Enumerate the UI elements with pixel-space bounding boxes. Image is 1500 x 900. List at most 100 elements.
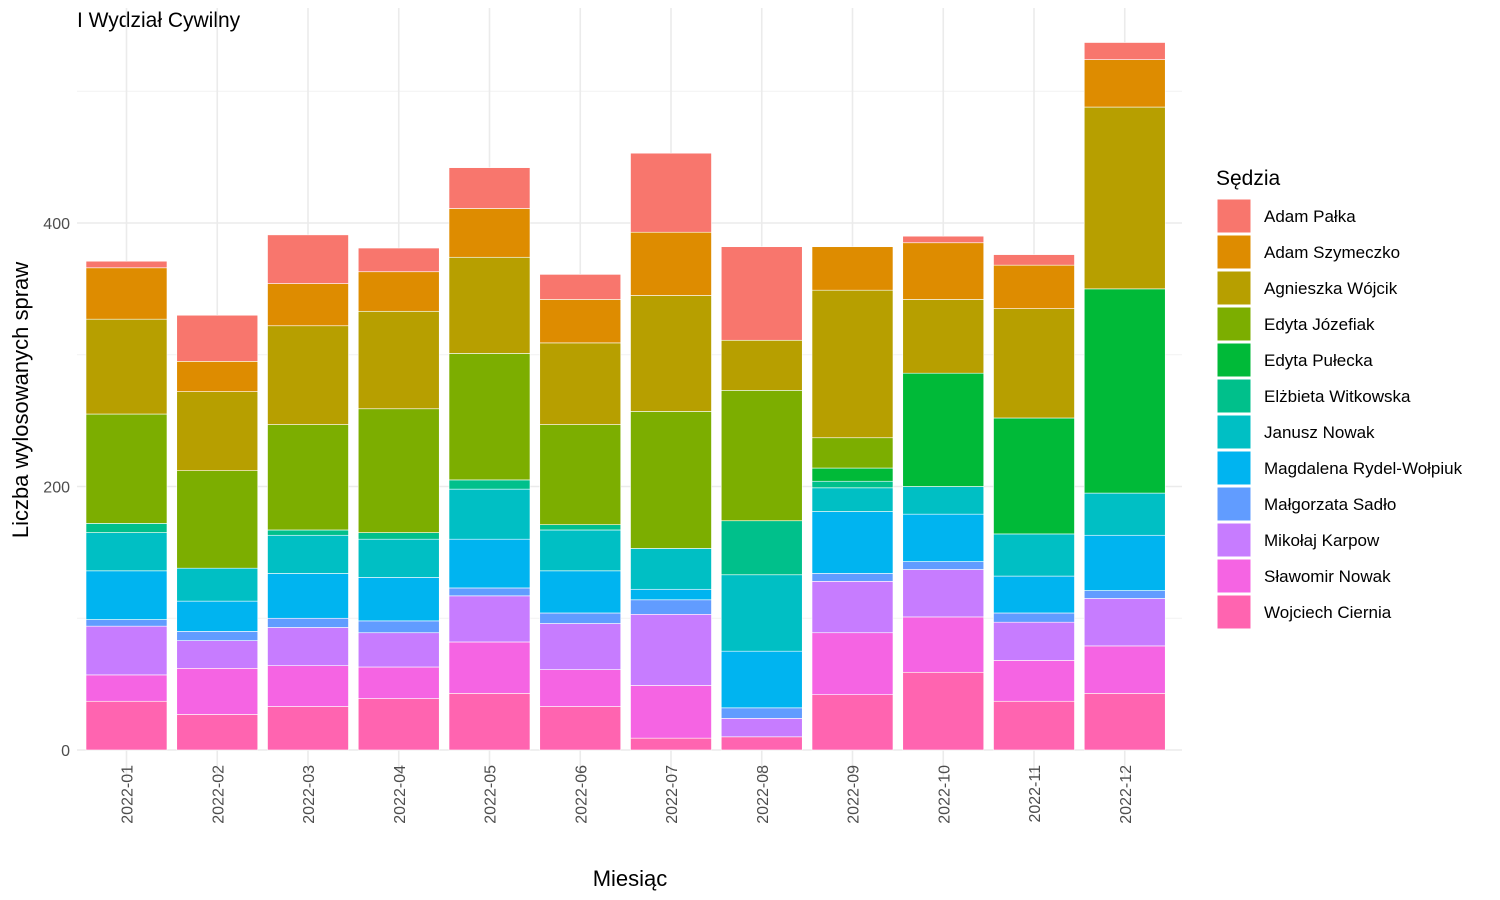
bar-segment-2022-09-9 <box>811 581 894 634</box>
bar-segment-2022-09-8 <box>811 573 894 582</box>
x-tick-label: 2022-10 <box>936 765 953 824</box>
bar-segment-2022-04-0 <box>357 247 440 273</box>
bar-segment-2022-07-10 <box>630 685 712 739</box>
legend-key <box>1216 270 1252 306</box>
bar-segment-2022-02-8 <box>176 631 259 641</box>
bar-segment-2022-04-6 <box>357 538 440 578</box>
bar-segment-2022-05-5 <box>448 479 531 490</box>
bar-segment-2022-01-8 <box>85 619 168 627</box>
bar-segment-2022-03-2 <box>267 325 349 425</box>
bar-segment-2022-10-8 <box>902 561 985 570</box>
bar-segment-2022-10-6 <box>902 486 985 515</box>
legend-label: Magdalena Rydel-Wołpiuk <box>1264 459 1463 478</box>
bar-segment-2022-10-10 <box>902 616 985 673</box>
bar-segment-2022-07-6 <box>630 548 712 590</box>
bar-segment-2022-11-11 <box>993 700 1075 751</box>
bar-segment-2022-08-3 <box>720 390 803 522</box>
bar-segment-2022-07-7 <box>630 588 712 601</box>
bar-segment-2022-09-5 <box>811 480 894 489</box>
bar-segment-2022-03-7 <box>267 573 349 619</box>
legend-key <box>1216 486 1252 522</box>
bar-segment-2022-08-2 <box>720 339 803 391</box>
legend-label: Wojciech Ciernia <box>1264 603 1392 622</box>
bar-segment-2022-01-6 <box>85 532 168 572</box>
bar-segment-2022-12-0 <box>1083 42 1166 60</box>
bar-segment-2022-11-1 <box>993 264 1075 309</box>
bar-segment-2022-07-9 <box>630 613 712 686</box>
bar-segment-2022-01-5 <box>85 523 168 533</box>
bar-segment-2022-06-9 <box>539 623 622 670</box>
x-axis-ticks: 2022-01 2022-02 2022-03 2022-04 2022-05 2022-… <box>120 765 1135 824</box>
legend-key <box>1216 414 1252 450</box>
bar-segment-2022-08-7 <box>720 650 803 709</box>
x-tick-label: 2022-07 <box>664 765 681 824</box>
bar-segment-2022-09-6 <box>811 487 894 512</box>
bar-segment-2022-04-7 <box>357 577 440 622</box>
bar-segment-2022-09-1 <box>811 246 894 291</box>
x-tick-label: 2022-05 <box>483 765 500 824</box>
bar-segment-2022-12-7 <box>1083 534 1166 591</box>
y-tick-label: 400 <box>43 216 70 233</box>
bar-segment-2022-09-4 <box>811 467 894 482</box>
bar-segment-2022-03-9 <box>267 627 349 666</box>
bar-segment-2022-05-2 <box>448 256 531 354</box>
x-tick-label: 2022-04 <box>392 765 409 824</box>
x-axis-title: Miesiąc <box>593 866 668 891</box>
bar-segment-2022-07-2 <box>630 295 712 412</box>
bar-segment-2022-11-2 <box>993 308 1075 419</box>
bar-segment-2022-01-0 <box>85 260 168 269</box>
bar-segment-2022-12-4 <box>1083 288 1166 494</box>
legend-title: Sędzia <box>1216 167 1281 190</box>
bar-segment-2022-06-7 <box>539 570 622 614</box>
x-tick-label: 2022-01 <box>120 765 137 824</box>
bar-segment-2022-01-2 <box>85 318 168 415</box>
bar-segment-2022-04-8 <box>357 620 440 634</box>
bar-segment-2022-01-9 <box>85 625 168 676</box>
bar-segment-2022-05-6 <box>448 488 531 540</box>
x-tick-label: 2022-09 <box>846 765 863 824</box>
bar-segment-2022-06-6 <box>539 529 622 572</box>
bar-segment-2022-10-0 <box>902 235 985 244</box>
legend-label: Agnieszka Wójcik <box>1264 279 1398 298</box>
legend-key <box>1216 522 1252 558</box>
bar-segment-2022-06-3 <box>539 424 622 526</box>
bar-segment-2022-01-7 <box>85 570 168 620</box>
bar-segment-2022-02-1 <box>176 361 259 392</box>
bar-segment-2022-10-2 <box>902 299 985 374</box>
bar-segment-2022-01-11 <box>85 700 168 751</box>
bar-segment-2022-07-8 <box>630 599 712 615</box>
bar-segment-2022-09-11 <box>811 694 894 751</box>
x-tick-label: 2022-11 <box>1027 765 1044 823</box>
bar-segment-2022-03-5 <box>267 529 349 536</box>
bar-segment-2022-08-11 <box>720 736 803 751</box>
x-tick-label: 2022-03 <box>301 765 318 824</box>
x-tick-label: 2022-08 <box>755 765 772 824</box>
legend-label: Edyta Pułecka <box>1264 351 1373 370</box>
y-tick-label: 200 <box>43 480 70 497</box>
bar-segment-2022-10-1 <box>902 242 985 300</box>
legend-label: Sławomir Nowak <box>1264 567 1391 586</box>
bar-segment-2022-12-9 <box>1083 598 1166 647</box>
legend-label: Elżbieta Witkowska <box>1264 387 1411 406</box>
legend-key <box>1216 198 1252 234</box>
legend-label: Adam Pałka <box>1264 207 1356 226</box>
bar-segment-2022-10-9 <box>902 569 985 618</box>
bar-segment-2022-10-11 <box>902 671 985 751</box>
bar-segment-2022-04-5 <box>357 532 440 540</box>
bar-segment-2022-06-10 <box>539 669 622 707</box>
legend-label: Janusz Nowak <box>1264 423 1375 442</box>
bars <box>85 42 1166 751</box>
bar-segment-2022-08-5 <box>720 520 803 576</box>
bar-segment-2022-12-1 <box>1083 59 1166 108</box>
bar-segment-2022-02-2 <box>176 391 259 471</box>
bar-segment-2022-11-10 <box>993 660 1075 702</box>
legend-label: Edyta Józefiak <box>1264 315 1375 334</box>
bar-segment-2022-02-3 <box>176 470 259 569</box>
bar-segment-2022-05-3 <box>448 353 531 481</box>
bar-segment-2022-12-10 <box>1083 645 1166 694</box>
bar-segment-2022-02-6 <box>176 567 259 602</box>
bar-segment-2022-01-1 <box>85 267 168 320</box>
bar-segment-2022-08-0 <box>720 246 803 341</box>
